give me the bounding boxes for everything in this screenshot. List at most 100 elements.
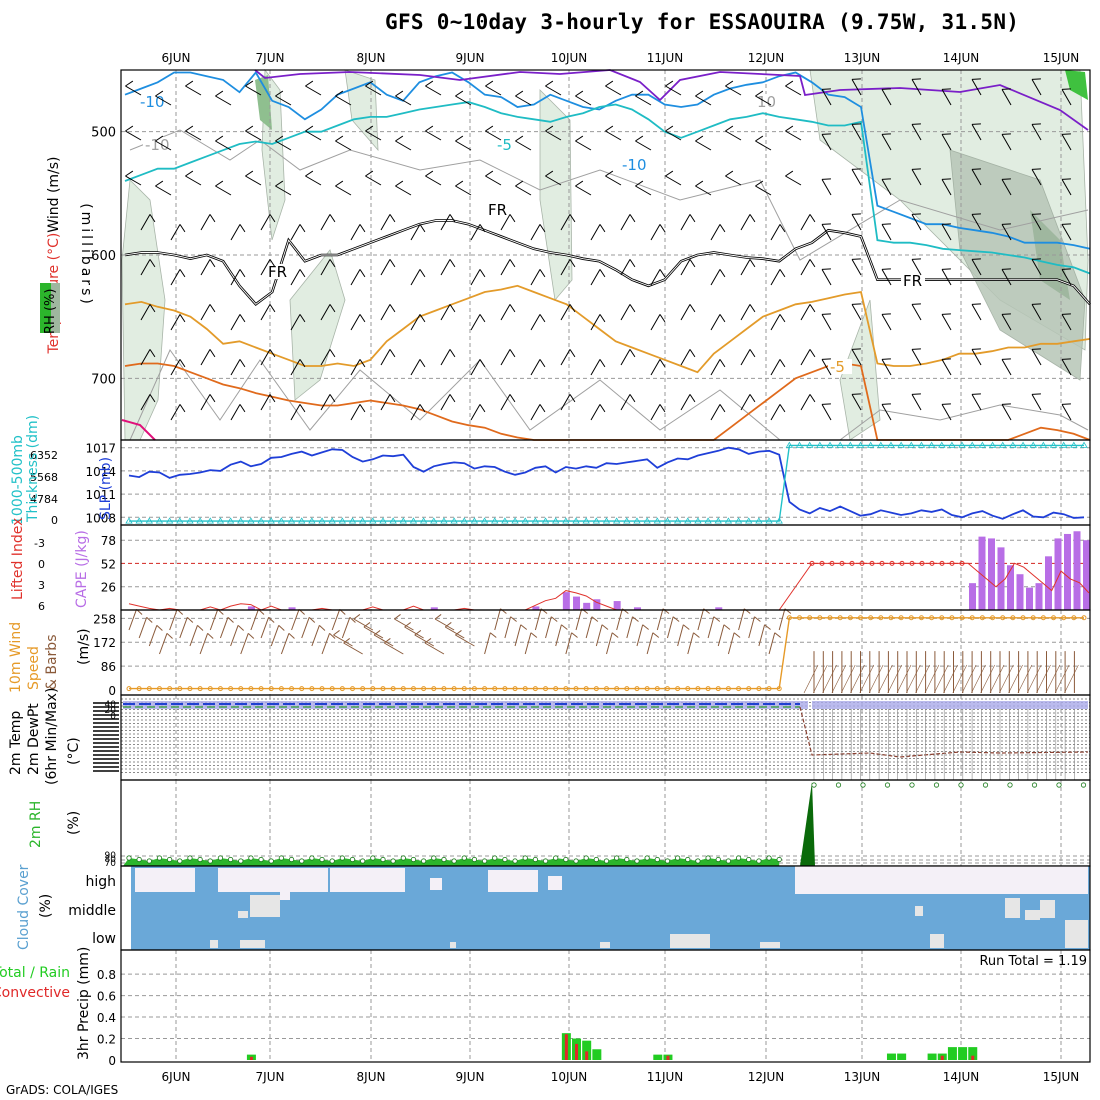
- rh-marker: [532, 856, 538, 863]
- wind-barb-shaft: [230, 359, 241, 376]
- wind-barb-shaft: [485, 175, 502, 186]
- thickness-marker: [612, 517, 621, 524]
- wind-speed-marker: [685, 686, 691, 692]
- rh-marker: [766, 855, 772, 861]
- wind-barb-shaft: [275, 140, 292, 151]
- wind-barb: [821, 133, 832, 151]
- slp-line: [128, 446, 1085, 520]
- wind-barb-shaft: [1031, 169, 1042, 186]
- wind-barb-shaft: [851, 124, 862, 141]
- wind-barb-shaft: [410, 224, 421, 241]
- wind-barb: [911, 348, 922, 366]
- wind-barb: [215, 135, 232, 151]
- wind-speed-marker: [228, 686, 234, 692]
- wind-barb: [1001, 358, 1012, 376]
- surface-wind-barb: [717, 624, 731, 647]
- surface-wind-barb-flag: [166, 632, 173, 639]
- surface-wind-barb: [484, 632, 497, 655]
- wind-barb-flag: [245, 125, 254, 132]
- surface-wind-barb: [504, 616, 517, 639]
- wind-barb-flag: [1001, 268, 1011, 270]
- wind-barb: [395, 90, 412, 106]
- wind-barb-flag: [449, 349, 456, 358]
- wind-speed-marker: [126, 686, 132, 692]
- wind-barb: [941, 403, 952, 421]
- wind-barb: [911, 123, 922, 141]
- wind-barb-shaft: [941, 269, 952, 286]
- lifted-index-marker: [829, 560, 835, 566]
- rh-marker: [136, 856, 142, 863]
- wind-barb-flag: [515, 90, 524, 97]
- wind-barb: [140, 259, 156, 276]
- surface-wind-barb: [738, 608, 751, 631]
- wind-barb: [725, 170, 742, 186]
- minmax-axis-label: (6hr Min/Max): [44, 688, 60, 785]
- cape-bar: [633, 607, 641, 610]
- wind-barb: [971, 258, 982, 276]
- wind-barb: [680, 304, 696, 321]
- wind-barb-shaft: [440, 304, 451, 321]
- lifted-index-marker: [809, 560, 815, 566]
- wind-barb-shaft: [1061, 134, 1072, 151]
- wind-barb-shaft: [821, 269, 832, 286]
- x-tick-label-top: 10JUN: [551, 51, 588, 65]
- wind-speed-marker: [238, 686, 244, 692]
- wind-barb: [710, 314, 726, 331]
- thickness-tick-label: 4784: [30, 493, 58, 506]
- wind-barb-shaft: [755, 185, 772, 196]
- surface-wind-barb-late-flag: [924, 664, 940, 694]
- wind-speed-marker: [949, 615, 955, 621]
- wind-barb-shaft: [545, 175, 562, 186]
- wind-speed-marker: [593, 686, 599, 692]
- wind-barb-shaft: [800, 349, 811, 366]
- wind-barb-flag: [479, 224, 486, 233]
- wind-barb: [1061, 178, 1072, 196]
- wind-barb: [140, 349, 156, 366]
- wind-barb-shaft: [770, 404, 781, 421]
- wind-barb: [170, 224, 186, 241]
- rh-marker: [583, 855, 589, 861]
- wind-barb-flag: [125, 170, 134, 177]
- wind-barb-shaft: [1061, 89, 1072, 106]
- wind-barb-shaft: [770, 269, 781, 286]
- wind-barb-flag: [1001, 313, 1011, 315]
- wind-barb: [821, 403, 832, 421]
- wind-barb-flag: [275, 180, 284, 187]
- wind-barb-flag: [575, 135, 584, 142]
- surface-wind-barb-shaft: [169, 609, 178, 631]
- wind-speed-marker: [136, 686, 142, 692]
- surface-wind-barb-late-flag: [803, 664, 819, 694]
- surface-wind-barb-late-flag: [887, 664, 902, 694]
- surface-wind-barb-shaft: [414, 634, 435, 647]
- wind-barb-shaft: [605, 175, 622, 186]
- wind-barb-flag: [149, 349, 156, 358]
- wind-barb: [941, 178, 952, 196]
- wind-barb: [290, 314, 306, 331]
- wind-barb: [821, 88, 832, 106]
- surface-wind-barb-shaft: [545, 616, 552, 639]
- surface-wind-barb: [311, 624, 326, 647]
- wind-barb-shaft: [290, 314, 301, 331]
- cloud-cover-cell: [1025, 910, 1040, 920]
- surface-wind-barb: [697, 608, 710, 631]
- wind-barb-flag: [911, 258, 921, 260]
- wind-barb: [260, 394, 276, 411]
- wind-barb-flag: [881, 313, 891, 315]
- thickness-marker: [419, 517, 428, 524]
- wind-speed-marker: [1000, 615, 1006, 621]
- surface-wind-barb-late-flag: [915, 664, 930, 694]
- wind-tick-label: 172: [93, 636, 116, 650]
- wind-barb-flag: [689, 304, 696, 313]
- surface-wind-barb-late-flag: [1017, 664, 1033, 694]
- wind-barb-flag: [479, 404, 486, 413]
- precip-tick-label: 0.8: [97, 968, 116, 982]
- wind-barb-shaft: [305, 85, 322, 96]
- cloud-cover-cell: [330, 868, 405, 892]
- precip-convective-bar: [666, 1055, 670, 1060]
- surface-wind-barb: [606, 632, 619, 655]
- wind-barb-shaft: [380, 349, 391, 366]
- surface-wind-barb-flag: [444, 622, 452, 628]
- wind-barb: [881, 133, 892, 151]
- wind-barb-flag: [1061, 313, 1071, 315]
- wind-speed-marker: [736, 686, 742, 692]
